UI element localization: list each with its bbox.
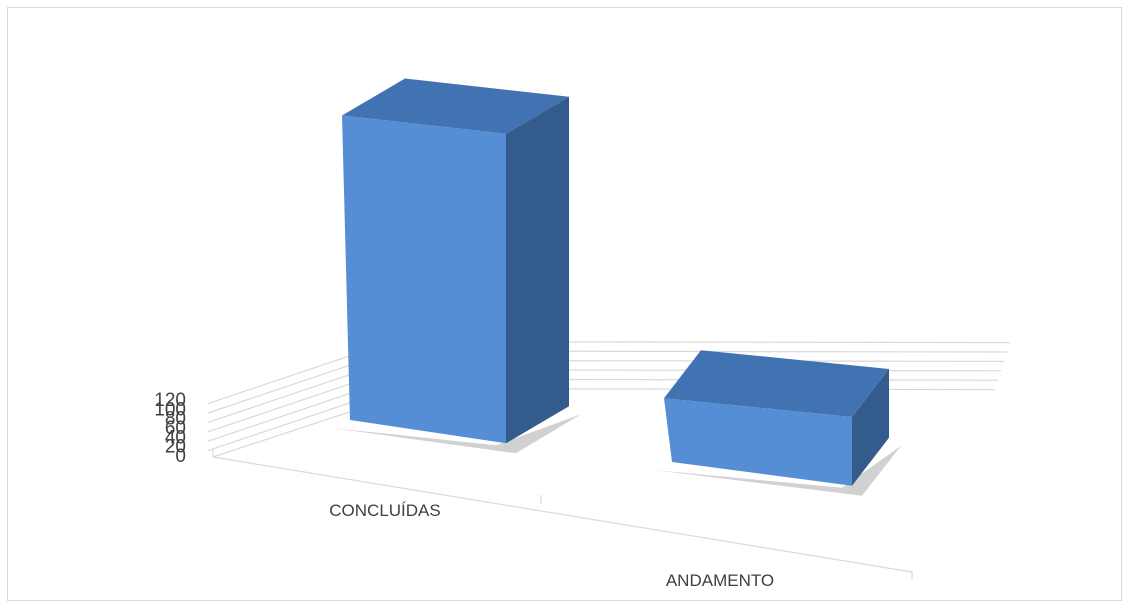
bar-top-2	[664, 350, 889, 417]
y-tick-label: 120	[154, 390, 186, 411]
y-tick-label: 80	[165, 409, 186, 430]
y-tick-label: 20	[165, 437, 186, 458]
y-tick-label: 100	[154, 399, 186, 420]
bar-front-1	[342, 115, 506, 444]
bar-front-2	[664, 398, 852, 486]
y-tick-label: 60	[165, 418, 186, 439]
x-category-label: ANDAMENTO	[666, 571, 774, 590]
bar-side-2	[852, 369, 889, 486]
y-tick-label: 40	[165, 427, 186, 448]
y-tick-label: 0	[175, 446, 186, 467]
bar-side-1	[506, 96, 569, 444]
x-axis-line	[212, 456, 913, 573]
bar-top-1	[342, 78, 569, 134]
x-category-label: CONCLUÍDAS	[329, 501, 440, 520]
bar-shadow	[332, 414, 581, 454]
